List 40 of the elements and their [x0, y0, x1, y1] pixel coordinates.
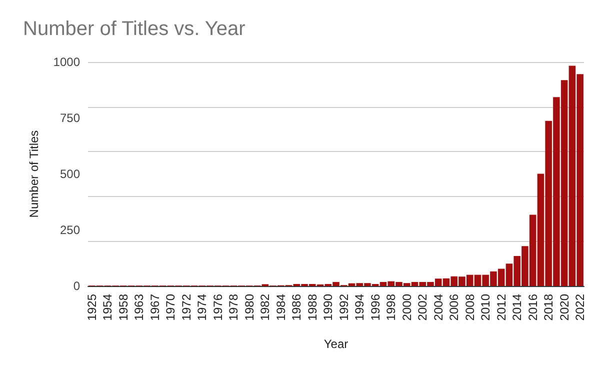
- x-tick-label: 1972: [179, 294, 194, 321]
- x-tick-label: 2002: [416, 294, 430, 321]
- x-tick-label: 1984: [274, 294, 288, 321]
- y-axis-title: Number of Titles: [27, 130, 41, 218]
- x-tick-label: 2016: [526, 294, 540, 321]
- x-tick-label: 1963: [132, 294, 146, 321]
- x-tick-label: 2000: [400, 294, 414, 321]
- x-tick-label: 2020: [557, 294, 572, 321]
- y-tick-label: 750: [60, 111, 80, 125]
- x-tick-label: 1974: [195, 294, 210, 321]
- chart-title: Number of Titles vs. Year: [23, 18, 246, 40]
- x-tick-label: 1925: [84, 294, 99, 321]
- x-tick-label: 2010: [478, 294, 493, 321]
- x-tick-label: 2012: [494, 294, 508, 321]
- x-tick-label: 2004: [431, 294, 446, 321]
- x-tick-label: 1954: [100, 294, 115, 321]
- x-tick-label: 1978: [226, 294, 241, 321]
- x-tick-label: 1980: [242, 294, 256, 321]
- x-tick-label: 1967: [148, 294, 162, 321]
- x-axis-title: Year: [324, 337, 348, 351]
- y-tick-label: 0: [73, 279, 80, 293]
- x-tick-label: 1976: [210, 294, 225, 321]
- x-tick-label: 2018: [542, 294, 556, 321]
- y-tick-label: 250: [60, 223, 80, 237]
- y-tick-label: 500: [60, 167, 80, 181]
- x-tick-label: 1982: [258, 294, 272, 321]
- y-tick-label: 1000: [53, 55, 80, 69]
- x-tick-label: 1990: [321, 294, 336, 321]
- x-tick-label: 1986: [290, 294, 304, 321]
- x-tick-label: 1970: [164, 294, 178, 321]
- x-tick-label: 2022: [573, 294, 588, 321]
- x-tick-label: 1994: [352, 294, 367, 321]
- x-tick-label: 2006: [447, 294, 462, 321]
- x-tick-label: 1996: [368, 294, 382, 321]
- x-tick-label: 1988: [305, 294, 320, 321]
- x-tick-label: 1958: [116, 294, 130, 321]
- x-tick-label: 1998: [384, 294, 398, 321]
- x-tick-label: 2008: [462, 294, 477, 321]
- x-tick-label: 1992: [336, 294, 351, 321]
- x-tick-label: 2014: [510, 294, 524, 321]
